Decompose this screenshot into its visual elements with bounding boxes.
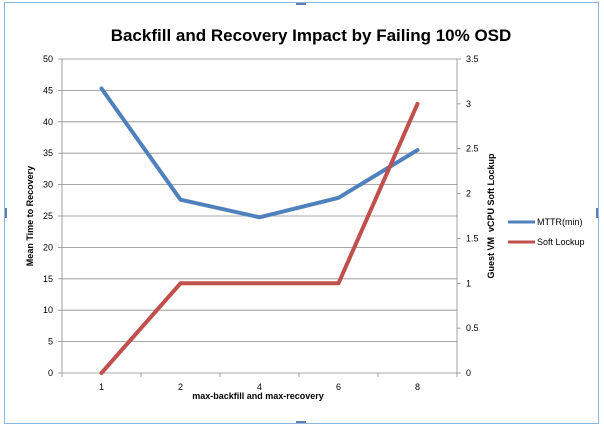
x-tick-label: 8 [415, 382, 420, 392]
left-tick-label: 10 [43, 305, 53, 315]
y2-axis-title: Guest VM vCPU Soft Lockup [486, 153, 496, 279]
right-tick-label: 2.5 [466, 144, 479, 154]
chart-svg: Backfill and Recovery Impact by Failing … [5, 3, 598, 423]
series-lines [99, 86, 420, 375]
x-axis-title: max-backfill and max-recovery [192, 391, 324, 401]
x-tick-label: 4 [257, 382, 262, 392]
legend-label-soft-lockup: Soft Lockup [537, 237, 585, 247]
left-tick-label: 40 [43, 117, 53, 127]
left-tick-label: 30 [43, 180, 53, 190]
chart-area: Backfill and Recovery Impact by Failing … [4, 2, 599, 424]
left-axis-ticks: 0 5 10 15 20 25 30 35 40 45 50 [43, 54, 62, 378]
left-tick-label: 35 [43, 148, 53, 158]
y-axis-title: Mean Time to Recovery [25, 166, 35, 266]
left-tick-label: 5 [48, 337, 53, 347]
resize-handle-bottom[interactable] [296, 421, 306, 423]
right-tick-label: 3.5 [466, 54, 479, 64]
x-tick-label: 1 [99, 382, 104, 392]
right-tick-label: 0.5 [466, 323, 479, 333]
resize-handle-top[interactable] [296, 3, 306, 5]
right-tick-label: 1.5 [466, 233, 479, 243]
right-tick-label: 2 [466, 189, 471, 199]
left-tick-label: 15 [43, 274, 53, 284]
resize-handle-right[interactable] [596, 208, 598, 218]
x-tick-label: 2 [178, 382, 183, 392]
right-tick-label: 1 [466, 278, 471, 288]
x-tick-label: 6 [336, 382, 341, 392]
left-tick-label: 50 [43, 54, 53, 64]
x-axis-ticks: 1 2 4 6 8 [61, 373, 458, 392]
left-tick-label: 45 [43, 85, 53, 95]
legend-label-mttr: MTTR(min) [537, 217, 583, 227]
legend: MTTR(min) Soft Lockup [508, 217, 585, 247]
series-line-soft-lockup [99, 101, 420, 375]
gridlines [62, 58, 457, 343]
left-tick-label: 25 [43, 211, 53, 221]
left-tick-label: 20 [43, 242, 53, 252]
series-line-mttr [99, 86, 420, 220]
chart-title: Backfill and Recovery Impact by Failing … [111, 26, 512, 45]
right-tick-label: 3 [466, 99, 471, 109]
left-tick-label: 0 [48, 368, 53, 378]
resize-handle-left[interactable] [5, 208, 7, 218]
right-tick-label: 0 [466, 368, 471, 378]
right-axis-ticks: 0 0.5 1 1.5 2 2.5 3 3.5 [457, 54, 479, 378]
